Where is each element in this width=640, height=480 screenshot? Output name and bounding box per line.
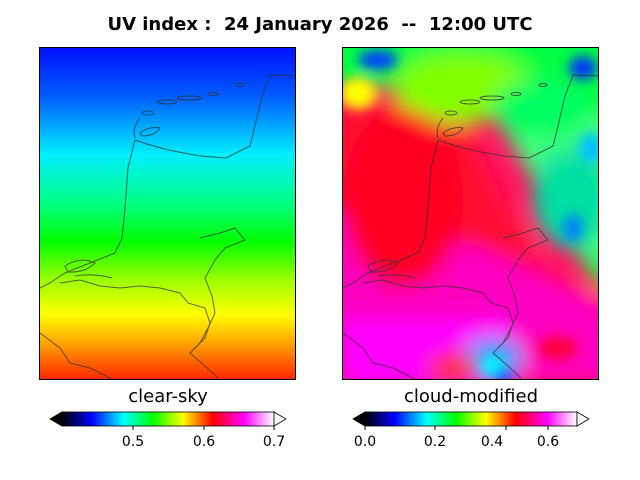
- cloud-modified-map-graphic: [343, 48, 598, 379]
- coastline-outline: [40, 74, 295, 379]
- wadden-islands-right: [444, 83, 548, 116]
- clear-sky-map: [39, 47, 296, 380]
- cloud-modified-colorbar: [352, 411, 590, 430]
- cloud-modified-tick-1: 0.2: [423, 434, 447, 450]
- clear-sky-tick-1: 0.6: [192, 434, 216, 450]
- clear-sky-tick-2: 0.7: [262, 434, 286, 450]
- cloud-modified-map: [342, 47, 599, 380]
- figure-title: UV index : 24 January 2026 -- 12:00 UTC: [107, 14, 533, 35]
- cloud-modified-tick-0: 0.0: [353, 434, 377, 450]
- clear-sky-tick-0: 0.5: [121, 434, 145, 450]
- cloud-modified-tick-2: 0.4: [480, 434, 504, 450]
- wadden-islands: [141, 83, 245, 116]
- coastline-outline-right: [343, 74, 598, 379]
- clear-sky-map-graphic: [40, 48, 295, 379]
- cloud-modified-tick-3: 0.6: [536, 434, 560, 450]
- clear-sky-label: clear-sky: [128, 386, 208, 407]
- clear-sky-colorbar: [49, 411, 287, 430]
- cloud-modified-label: cloud-modified: [403, 386, 539, 407]
